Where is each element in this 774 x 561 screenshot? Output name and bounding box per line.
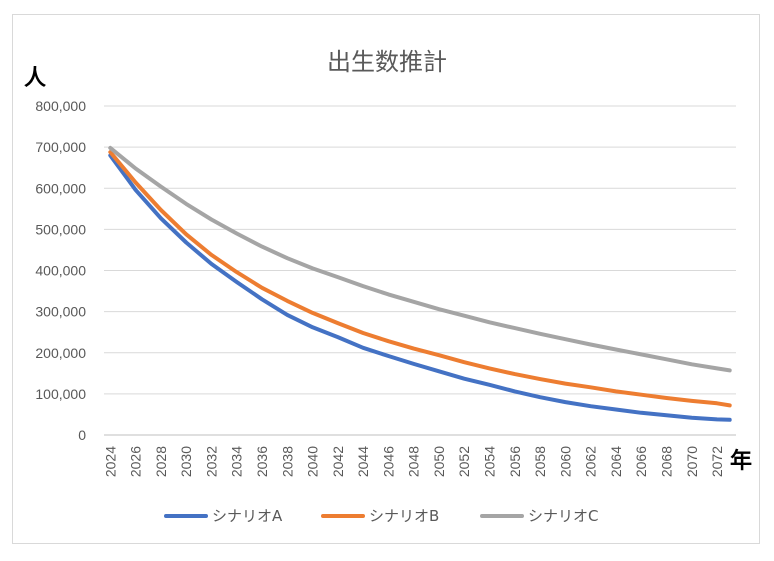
x-tick-label: 2072 <box>709 446 725 477</box>
y-tick-label: 500,000 <box>35 221 86 237</box>
y-tick-label: 300,000 <box>35 304 86 320</box>
x-tick-label: 2034 <box>229 446 245 477</box>
x-tick-label: 2062 <box>583 446 599 477</box>
x-tick-label: 2054 <box>482 446 498 477</box>
x-tick-label: 2040 <box>305 446 321 477</box>
x-tick-label: 2044 <box>355 446 371 477</box>
y-tick-label: 800,000 <box>35 98 86 114</box>
x-tick-label: 2032 <box>203 446 219 477</box>
x-tick-label: 2070 <box>684 446 700 477</box>
x-tick-label: 2058 <box>532 446 548 477</box>
y-tick-label: 400,000 <box>35 263 86 279</box>
x-tick-label: 2036 <box>254 446 270 477</box>
x-tick-label: 2066 <box>633 446 649 477</box>
x-tick-label: 2028 <box>153 446 169 477</box>
x-tick-label: 2048 <box>406 446 422 477</box>
series-line-3 <box>108 145 732 373</box>
x-tick-label: 2042 <box>330 446 346 477</box>
y-tick-label: 0 <box>78 427 86 443</box>
x-tick-label: 2068 <box>658 446 674 477</box>
y-tick-label: 700,000 <box>35 139 86 155</box>
x-tick-label: 2046 <box>380 446 396 477</box>
y-axis-unit-label: 人 <box>24 66 47 91</box>
x-tick-label: 2030 <box>178 446 194 477</box>
legend-label-2: シナリオB <box>369 507 439 525</box>
y-tick-label: 200,000 <box>35 345 86 361</box>
legend-label-1: シナリオA <box>212 507 283 525</box>
x-tick-label: 2064 <box>608 446 624 477</box>
x-tick-label: 2026 <box>128 446 144 477</box>
x-axis-unit-label: 年 <box>730 449 753 474</box>
legend-label-3: シナリオC <box>528 507 598 525</box>
series-line-2 <box>108 150 732 408</box>
x-tick-label: 2050 <box>431 446 447 477</box>
x-tick-label: 2038 <box>279 446 295 477</box>
x-tick-label: 2052 <box>456 446 472 477</box>
series-line-1 <box>108 153 732 422</box>
y-tick-label: 100,000 <box>35 386 86 402</box>
y-tick-label: 600,000 <box>35 180 86 196</box>
x-tick-label: 2060 <box>557 446 573 477</box>
x-tick-label: 2024 <box>102 446 118 477</box>
x-tick-label: 2056 <box>507 446 523 477</box>
chart-title: 出生数推計 <box>327 48 447 76</box>
chart-frame <box>12 14 760 544</box>
